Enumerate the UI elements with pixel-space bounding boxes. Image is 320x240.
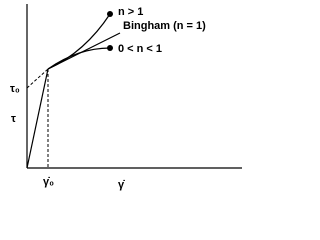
- y-axis-label: τ: [11, 113, 16, 125]
- label-n-gt-1: n > 1: [118, 6, 143, 18]
- initial-line: [26, 68, 49, 169]
- critical-rate-label: γ̇₀: [43, 176, 54, 188]
- yield-stress-label: τ₀: [10, 83, 20, 95]
- end-dot: [107, 11, 113, 17]
- curve-n-lt-1: [47, 47, 111, 70]
- end-dot: [107, 45, 113, 51]
- label-bingham: Bingham (n = 1): [123, 20, 206, 32]
- x-axis-label: γ̇: [118, 179, 125, 191]
- rheology-diagram: n > 1 Bingham (n = 1) 0 < n < 1 τ₀ τ γ̇₀…: [10, 4, 242, 191]
- curve-n-gt-1: [47, 13, 111, 70]
- label-n-lt-1: 0 < n < 1: [118, 43, 162, 55]
